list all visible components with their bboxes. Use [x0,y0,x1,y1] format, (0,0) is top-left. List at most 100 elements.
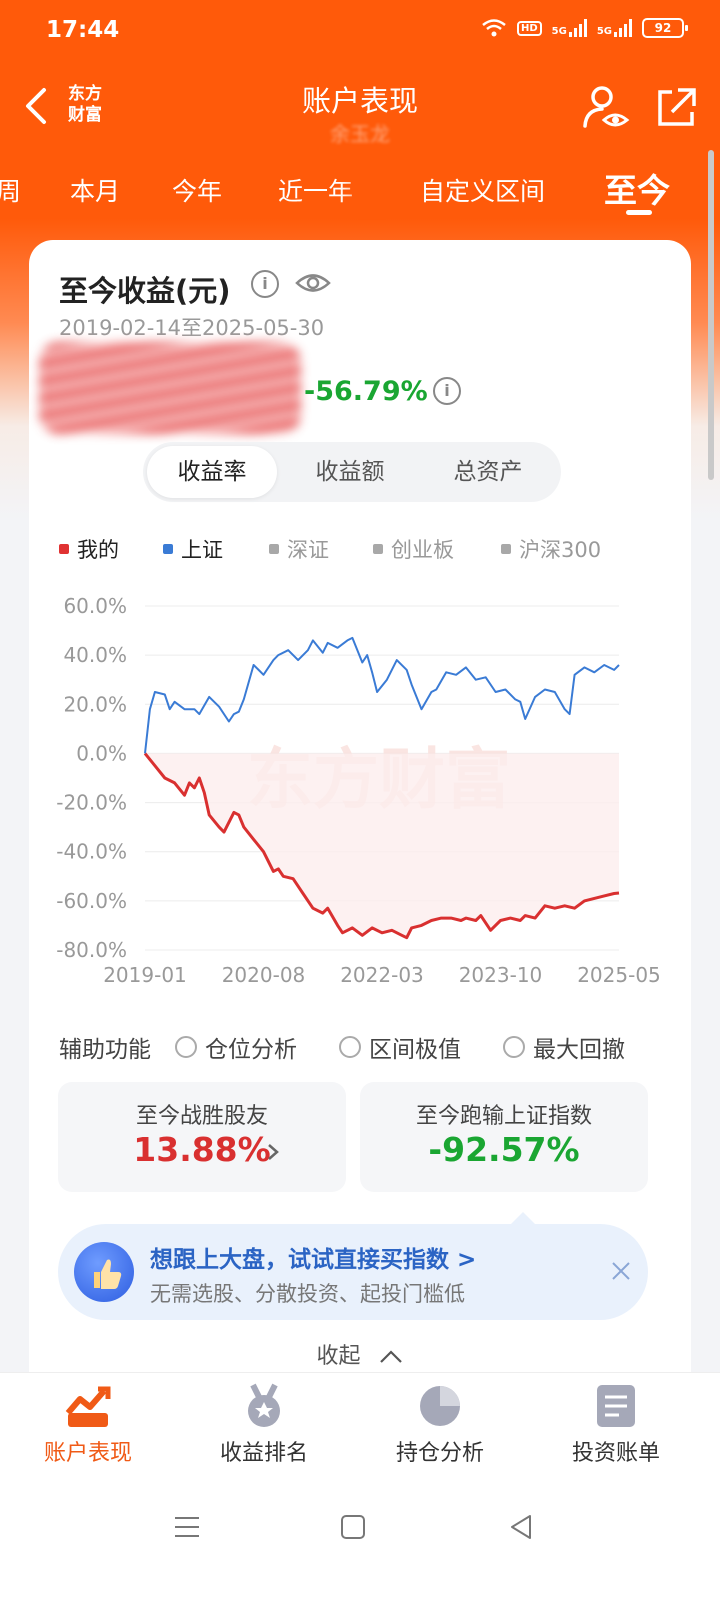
vs-index-value: -92.57% [428,1130,580,1169]
tab-since-inception[interactable]: 至今 [604,171,670,210]
index-promo-banner[interactable]: 想跟上大盘，试试直接买指数 > 无需选股、分散投资、起投门槛低 [58,1224,648,1320]
vs-index-box: 至今跑输上证指数 -92.57% [360,1082,648,1192]
performance-card: 至今收益(元) i 2019-02-14至2025-05-30 -56.79% … [29,240,691,1400]
brand-logo: 东方财富 [68,84,102,125]
nav-return-ranking[interactable]: 收益排名 [176,1383,352,1467]
tab-return-amount[interactable]: 收益额 [315,459,385,485]
legend-swatch [59,544,69,554]
chevron-right-icon [268,1144,279,1160]
system-navigation [0,1484,720,1600]
status-bar: 17:44 HD 5G 5G 92 [0,0,720,60]
status-icons: HD 5G 5G 92 [481,18,688,38]
tab-this-year[interactable]: 今年 [172,177,223,206]
tab-this-month[interactable]: 本月 [70,177,121,206]
tab-total-assets[interactable]: 总资产 [453,459,523,485]
aux-functions: 辅助功能 仓位分析 区间极值 最大回撤 [59,1030,669,1064]
legend-item-mine[interactable]: 我的 [59,534,119,564]
promo-title[interactable]: 想跟上大盘，试试直接买指数 > [150,1247,477,1273]
legend-item-shenzhen[interactable]: 深证 [269,534,329,564]
y-tick-label: 0.0% [76,741,127,765]
hd-badge: HD [516,20,542,36]
menu-icon[interactable] [172,1512,202,1542]
back-icon[interactable] [20,84,56,128]
pie-chart-icon [420,1386,460,1426]
x-tick-label: 2020-08 [222,963,306,987]
scrollbar[interactable] [708,150,714,480]
tab-return-rate[interactable]: 收益率 [147,446,277,498]
y-tick-label: -20.0% [56,791,127,815]
chart-legend: 我的 上证 深证 创业板 沪深300 [59,534,659,564]
legend-item-shanghai[interactable]: 上证 [163,534,223,564]
y-tick-label: -80.0% [56,938,127,962]
promo-pointer [511,1212,535,1224]
y-tick-label: 60.0% [63,594,127,618]
info-icon[interactable]: i [251,270,279,298]
y-tick-label: 40.0% [63,643,127,667]
status-time: 17:44 [46,17,120,43]
mine-area [145,753,619,938]
chart-trend-icon [65,1386,111,1427]
tabs-fade-right [340,160,386,220]
share-icon[interactable] [654,86,698,130]
series-line-shanghai [144,636,620,754]
x-tick-label: 2025-05 [577,963,661,987]
y-tick-label: -60.0% [56,889,127,913]
battery-icon: 92 [642,18,688,38]
tab-custom-range[interactable]: 自定义区间 [420,177,546,206]
nav-account-performance[interactable]: 账户表现 [0,1383,176,1467]
page-title: 账户表现 [301,84,418,118]
radio-icon [503,1036,525,1058]
legend-swatch [373,544,383,554]
nav-bar: 东方财富 账户表现 余玉龙 [0,70,720,150]
beat-peers-label: 至今战胜股友 [135,1104,268,1129]
promo-subtitle: 无需选股、分散投资、起投门槛低 [150,1282,465,1306]
metric-tabs: 收益率 收益额 总资产 [143,442,561,502]
max-drawdown-option[interactable]: 最大回撤 [503,1030,625,1064]
wifi-icon [482,19,506,37]
legend-swatch [163,544,173,554]
chevron-up-icon [379,1350,402,1363]
radio-icon [175,1036,197,1058]
x-tick-label: 2023-10 [459,963,543,987]
x-tick-label: 2019-01 [103,963,187,987]
user-privacy-icon[interactable] [582,84,630,130]
nav-investment-bill[interactable]: 投资账单 [528,1383,704,1467]
aux-label: 辅助功能 [59,1037,151,1063]
return-info-icon[interactable]: i [433,377,461,405]
legend-swatch [269,544,279,554]
nav-holdings-analysis[interactable]: 持仓分析 [352,1383,528,1467]
y-tick-label: -40.0% [56,840,127,864]
account-name: 余玉龙 [330,122,390,146]
collapse-button[interactable]: 收起 [29,1338,691,1370]
return-percentage: -56.79% [304,376,428,407]
return-title: 至今收益(元) [59,274,231,308]
range-extreme-option[interactable]: 区间极值 [339,1030,461,1064]
masked-amount [39,342,301,434]
bill-icon [597,1385,635,1427]
eye-icon[interactable] [295,268,331,298]
tabs-fade-left [590,160,610,220]
legend-swatch [501,544,511,554]
legend-item-chinext[interactable]: 创业板 [373,534,454,564]
thumbs-up-icon [74,1242,134,1302]
return-chart[interactable]: 60.0% 40.0% 20.0% 0.0% -20.0% -40.0% -60.0% -80… [29,580,691,1000]
series-line-mine [143,752,620,940]
period-tabs: 周 本月 今年 近一年 自定义区间 至今 [0,160,720,222]
x-tick-label: 2022-03 [340,963,424,987]
beat-peers-box[interactable]: 至今战胜股友 13.88% [58,1082,346,1192]
position-analysis-option[interactable]: 仓位分析 [175,1030,297,1064]
back-nav-icon[interactable] [506,1512,536,1542]
tab-week[interactable]: 周 [0,177,22,206]
y-tick-label: 20.0% [63,692,127,716]
active-tab-indicator [626,210,652,215]
date-range: 2019-02-14至2025-05-30 [59,316,325,340]
legend-item-csi300[interactable]: 沪深300 [501,534,601,564]
bottom-navigation: 账户表现 收益排名 持仓分析 投资账单 [0,1372,720,1484]
radio-icon [339,1036,361,1058]
signal-1-icon: 5G [552,19,587,37]
medal-icon [248,1383,280,1427]
home-icon[interactable] [338,1512,368,1542]
signal-2-icon: 5G [597,19,632,37]
close-icon[interactable] [610,1260,632,1282]
beat-peers-value: 13.88% [133,1130,271,1169]
